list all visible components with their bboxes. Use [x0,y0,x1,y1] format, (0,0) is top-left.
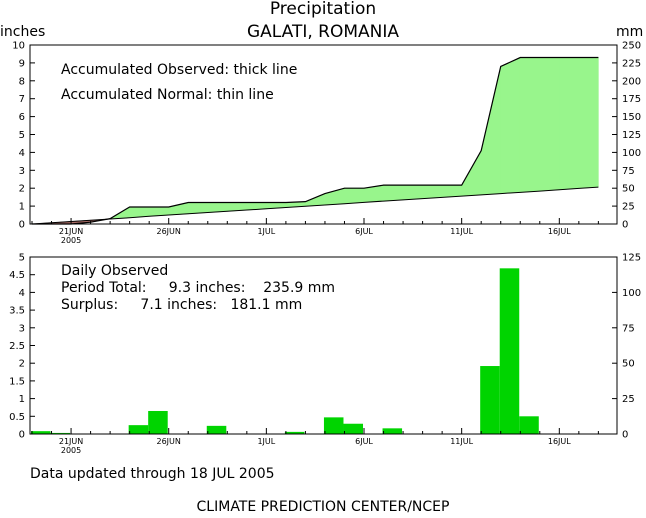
left-tick-label: 5 [19,253,25,264]
surplus-area-segment [344,187,365,205]
right-tick-label: 75 [622,323,635,334]
x-tick-label: 6JUL [355,437,373,446]
daily-bar [499,268,520,434]
left-tick-label: 4 [19,148,25,159]
left-tick-label: 10 [12,41,25,52]
left-tick-label: 5 [19,130,25,141]
accumulated-chart: 0123456789100255075100125150175200225250… [12,41,641,246]
x-tick-label: 26JUN [157,227,181,236]
left-tick-label: 8 [19,76,25,87]
x-tick-label: 16JUL [548,227,571,236]
right-tick-label: 150 [622,112,641,123]
x-tick-label: 6JUL [355,227,373,236]
left-tick-label: 2 [19,184,25,195]
daily-bar [206,425,227,434]
daily-bar [148,410,168,434]
right-tick-label: 75 [622,166,635,177]
surplus-area-segment [480,66,502,196]
right-tick-label: 0 [622,430,628,441]
daily-annotation-surplus: Surplus: 7.1 inches: 181.1 mm [61,297,303,313]
surplus-area-segment [402,184,423,201]
footer-credit: CLIMATE PREDICTION CENTER/NCEP [196,499,450,515]
surplus-area-segment [187,202,209,215]
daily-bar [323,417,344,434]
left-tick-label: 0 [19,220,25,231]
x-tick-label: 21JUN [59,437,83,446]
chart-location: GALATI, ROMANIA [246,22,400,42]
surplus-area-segment [422,184,443,199]
surplus-area-segment [559,57,580,191]
x-tick-label: 16JUL [548,437,571,446]
surplus-area-segment [519,57,541,193]
left-tick-label: 3 [19,166,25,177]
chart-title: Precipitation [269,0,377,19]
left-tick-label: 7 [19,94,25,105]
left-tick-label: 9 [19,58,25,69]
left-tick-label: 1 [19,202,25,213]
right-tick-label: 125 [622,130,641,141]
surplus-area-segment [441,184,462,198]
top-annotation-normal: Accumulated Normal: thin line [61,87,274,103]
left-tick-label: 2.5 [9,341,25,352]
right-tick-label: 50 [622,359,635,370]
x-tick-label: 11JUL [450,437,473,446]
daily-bar [382,428,403,434]
x-year-label: 2005 [61,446,81,455]
daily-bar [519,416,539,434]
x-year-label: 2005 [61,236,81,245]
left-tick-label: 1 [19,394,25,405]
right-tick-label: 175 [622,94,641,105]
left-tick-label: 3 [19,323,25,334]
surplus-area-segment [500,57,521,194]
left-tick-label: 2 [19,359,25,370]
right-tick-label: 100 [622,288,641,299]
x-tick-label: 26JUN [157,437,181,446]
data-updated-note: Data updated through 18 JUL 2005 [30,466,275,482]
left-tick-label: 0.5 [9,412,25,423]
observed-accumulation-line [32,56,599,225]
daily-bar [50,432,71,434]
surplus-area-segment [383,184,404,202]
x-tick-label: 1JUL [257,227,275,236]
right-tick-label: 25 [622,202,635,213]
left-tick-label: 6 [19,112,25,123]
normal-accumulation-line [31,186,599,225]
right-tick-label: 50 [622,184,635,195]
left-tick-label: 0 [19,430,25,441]
top-annotation-observed: Accumulated Observed: thick line [61,62,298,78]
right-tick-label: 200 [622,76,641,87]
left-tick-label: 1.5 [9,376,25,387]
daily-bar [284,431,305,434]
right-tick-label: 125 [622,253,641,264]
right-tick-label: 250 [622,41,641,52]
right-tick-label: 0 [622,220,628,231]
left-tick-label: 3.5 [9,306,25,317]
right-tick-label: 25 [622,394,635,405]
daily-bar [480,366,500,434]
daily-bar [31,431,51,434]
surplus-area-segment [578,57,599,189]
surplus-area-segment [461,149,482,197]
surplus-area-segment [539,57,560,192]
right-tick-label: 225 [622,58,641,69]
x-tick-label: 21JUN [59,227,83,236]
left-tick-label: 4 [19,288,25,299]
right-tick-label: 100 [622,148,641,159]
daily-annotation-title: Daily Observed [61,263,169,279]
daily-bar [343,423,364,434]
x-tick-label: 11JUL [450,227,473,236]
x-tick-label: 1JUL [257,437,275,446]
left-tick-label: 4.5 [9,270,25,281]
daily-annotation-total: Period Total: 9.3 inches: 235.9 mm [61,280,336,296]
left-unit-label: inches [0,24,46,40]
daily-bar [128,425,149,434]
right-unit-label: mm [616,24,644,40]
